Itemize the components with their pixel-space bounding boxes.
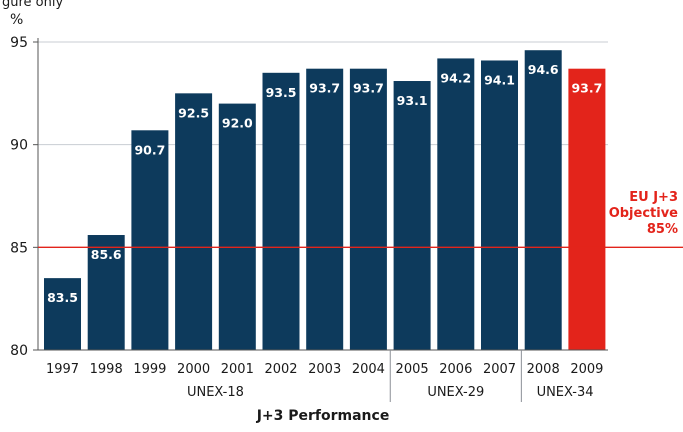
bar-2007 [481, 60, 518, 350]
x-tick-label-2007: 2007 [483, 362, 516, 377]
x-tick-label-2005: 2005 [396, 362, 429, 377]
chart-title: J+3 Performance [256, 408, 390, 424]
bar-2002 [262, 72, 300, 351]
x-tick-label-2006: 2006 [439, 362, 472, 377]
group-label-UNEX-29: UNEX-29 [427, 385, 484, 400]
value-label-2003: 93.7 [309, 81, 340, 96]
y-tick-label-80: 80 [10, 343, 28, 359]
objective-label-line-2: Objective [609, 206, 678, 221]
value-label-2005: 93.1 [397, 93, 428, 108]
bar-2008 [524, 50, 562, 351]
value-label-1998: 85.6 [91, 247, 122, 262]
value-labels: 83.5 85.6 90.7 92.5 92.0 93.5 93.7 93.7 93.1 94.2… [47, 62, 602, 305]
bar-2003 [306, 68, 344, 351]
value-label-2008: 94.6 [528, 62, 559, 77]
objective-label-line-3: 85% [647, 222, 678, 237]
y-tick-label-95: 95 [10, 35, 28, 51]
group-label-UNEX-18: UNEX-18 [187, 385, 244, 400]
bar-2009 [568, 68, 606, 351]
bar-2004 [349, 68, 387, 351]
y-axis-unit: % [10, 12, 23, 28]
bar-2001 [218, 103, 256, 350]
value-label-1997: 83.5 [47, 290, 78, 305]
top-cropped-text: gure only [2, 0, 63, 10]
value-label-2000: 92.5 [178, 105, 209, 120]
value-label-2001: 92.0 [222, 116, 253, 131]
bar-1999 [131, 130, 169, 350]
x-tick-label-2002: 2002 [264, 362, 297, 377]
x-tick-label-1997: 1997 [46, 362, 79, 377]
x-tick-label-2003: 2003 [308, 362, 341, 377]
objective-label-line-1: EU J+3 [629, 190, 678, 205]
x-tick-label-2001: 2001 [221, 362, 254, 377]
bars [44, 50, 606, 351]
y-tick-label-90: 90 [10, 138, 28, 154]
bar-2006 [437, 58, 475, 350]
bar-2005 [393, 81, 431, 350]
value-label-2006: 94.2 [440, 70, 471, 85]
x-tick-label-1998: 1998 [90, 362, 123, 377]
value-label-2009: 93.7 [571, 81, 602, 96]
x-tick-label-2009: 2009 [570, 362, 603, 377]
y-ticks: 80 85 90 95 [10, 35, 608, 359]
value-label-2004: 93.7 [353, 81, 384, 96]
bar-1997 [44, 278, 81, 350]
x-tick-label-1999: 1999 [133, 362, 166, 377]
value-label-2002: 93.5 [266, 85, 297, 100]
value-label-2007: 94.1 [484, 72, 515, 87]
group-label-UNEX-34: UNEX-34 [537, 385, 594, 400]
x-tick-label-2004: 2004 [352, 362, 385, 377]
bar-1998 [87, 235, 125, 350]
x-ticks: 1997 1998 1999 2000 2001 2002 2003 2004 2005 2006… [46, 362, 603, 377]
x-tick-label-2008: 2008 [527, 362, 560, 377]
value-label-1999: 90.7 [134, 142, 165, 157]
group-brackets: UNEX-18 UNEX-29 UNEX-34 [187, 350, 594, 402]
y-tick-label-85: 85 [10, 240, 28, 256]
x-tick-label-2000: 2000 [177, 362, 210, 377]
bar-2000 [175, 93, 213, 350]
